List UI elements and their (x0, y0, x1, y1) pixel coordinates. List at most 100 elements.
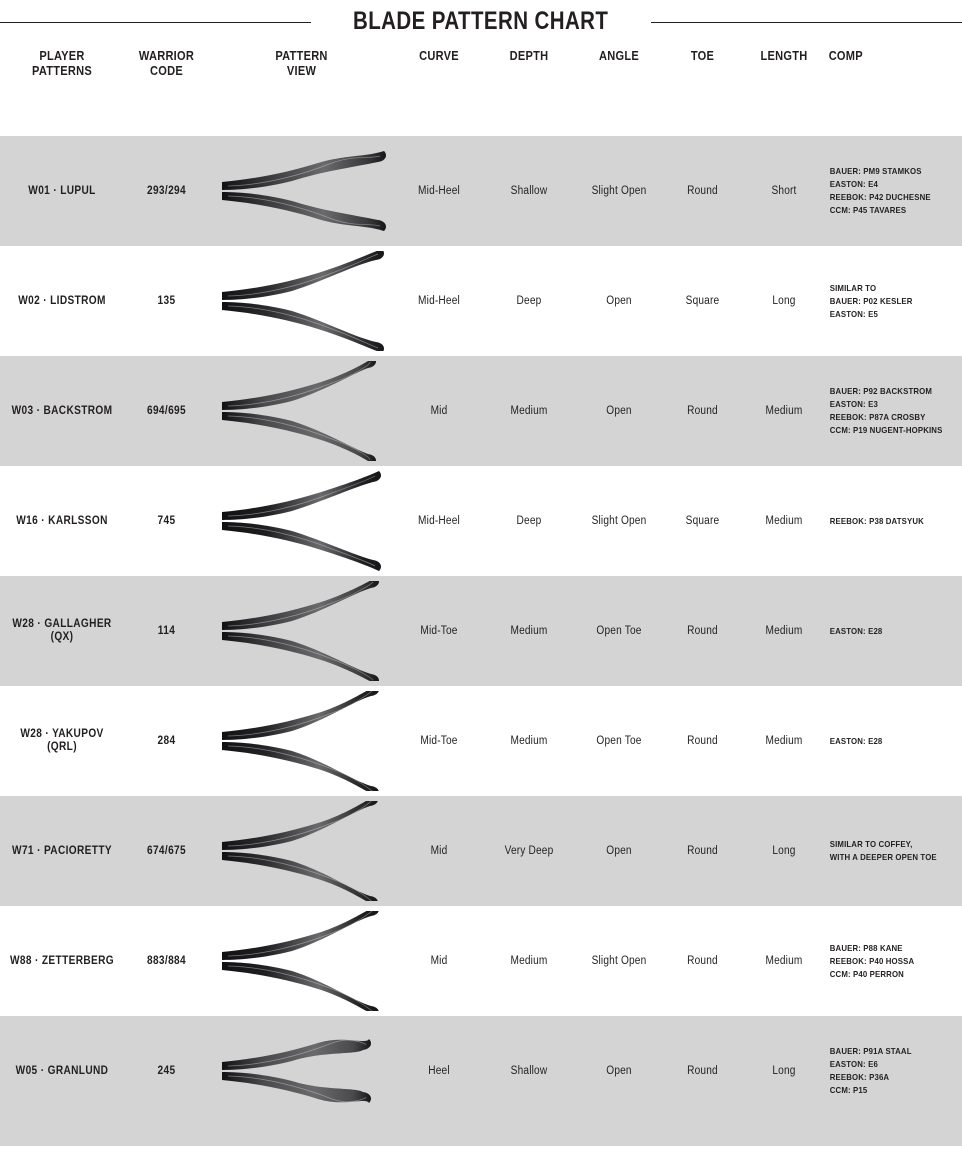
blade-upper-ridge (227, 691, 373, 737)
cell-warrior-code: 674/675 (146, 844, 187, 857)
blade-lower (222, 412, 376, 461)
comp-line: SIMILAR TO (829, 282, 877, 293)
cell-curve: Mid-Toe (420, 734, 458, 747)
table-row[interactable]: W02 · LIDSTROM 135 Mid-Heel Deep Open Square… (0, 246, 962, 356)
cell-player-pattern: W28 · YAKUPOV (QRL) (20, 728, 104, 753)
pattern-view-graphic (222, 471, 381, 571)
cell-curve: Mid (430, 404, 448, 417)
cell-length: Medium (765, 954, 803, 967)
cell-curve: Mid (430, 954, 448, 967)
blade-lower (222, 742, 379, 791)
blade-lower-ridge (227, 855, 372, 901)
blade-upper-ridge (227, 911, 373, 957)
pattern-view-graphic (222, 361, 376, 461)
cell-comp: SIMILAR TO BAUER: P02 KESLER EASTON: E5 (827, 282, 951, 321)
cell-angle: Open Toe (596, 624, 642, 637)
table-row[interactable]: W01 · LUPUL 293/294 Mid-Heel Shallow Slight… (0, 136, 962, 246)
table-row[interactable]: W28 · GALLAGHER (QX) 114 Mid-Toe Medium Ope… (0, 576, 962, 686)
cell-comp: SIMILAR TO COFFEY, WITH A DEEPER OPEN TOE (827, 838, 951, 864)
cell-toe: Round (687, 404, 718, 417)
cell-toe: Round (687, 734, 718, 747)
column-header-length: LENGTH (760, 48, 808, 63)
cell-warrior-code: 293/294 (146, 184, 187, 197)
blade-upper (222, 911, 379, 960)
blade-upper (222, 251, 384, 300)
blade-upper (222, 361, 376, 410)
cell-comp: BAUER: P91A STAAL EASTON: E6 REEBOK: P36A C… (827, 1045, 951, 1097)
cell-depth: Deep (516, 294, 542, 307)
blade-upper (222, 691, 379, 740)
comp-line: SIMILAR TO COFFEY, (829, 839, 913, 849)
cell-pattern-view (209, 356, 394, 466)
cell-angle: Slight Open (591, 514, 647, 527)
cell-length: Medium (765, 404, 803, 417)
table-row[interactable]: W16 · KARLSSON 745 Mid-Heel Deep Slight Ope… (0, 466, 962, 576)
cell-length: Long (772, 294, 796, 307)
blade-upper (222, 471, 381, 520)
table-body: W01 · LUPUL 293/294 Mid-Heel Shallow Slight… (0, 136, 962, 1146)
cell-length: Short (771, 184, 797, 197)
comp-line: BAUER: P02 KESLER (829, 295, 913, 306)
comp-line: BAUER: P92 BACKSTROM (829, 386, 933, 396)
title-rule-left (0, 21, 312, 23)
pattern-view-graphic (222, 911, 379, 1011)
table-row[interactable]: W05 · GRANLUND 245 Heel Shallow Open Round Lo… (0, 1016, 962, 1126)
column-header-curve: CURVE (419, 48, 459, 63)
title-rule-right (650, 21, 962, 23)
table-row[interactable]: W03 · BACKSTROM 694/695 Mid Medium Open Roun… (0, 356, 962, 466)
column-header-angle: ANGLE (599, 48, 639, 63)
blade-upper (222, 1039, 371, 1070)
blade-lower (222, 302, 384, 351)
comp-line: EASTON: E28 (829, 625, 883, 636)
cell-pattern-view (209, 1016, 394, 1126)
blade-upper (222, 581, 379, 630)
table-row[interactable]: W71 · PACIORETTY 674/675 Mid Very Deep Open… (0, 796, 962, 906)
blade-lower-ridge (227, 745, 373, 791)
cell-depth: Medium (510, 734, 548, 747)
cell-comp: EASTON: E28 (827, 625, 951, 638)
comp-line: EASTON: E3 (829, 399, 878, 409)
cell-pattern-view (209, 576, 394, 686)
cell-player-pattern: W16 · KARLSSON (16, 514, 108, 527)
comp-line: EASTON: E5 (829, 308, 878, 319)
comp-line: BAUER: P88 KANE (829, 942, 903, 953)
column-header-comp: COMP (828, 48, 863, 63)
blade-lower (222, 522, 381, 571)
cell-depth: Shallow (510, 1064, 548, 1077)
pattern-view-graphic (222, 801, 378, 901)
pattern-view-graphic (222, 251, 384, 351)
cell-depth: Deep (516, 514, 542, 527)
blade-upper (222, 151, 386, 190)
table-row[interactable]: W88 · ZETTERBERG 883/884 Mid Medium Slight … (0, 906, 962, 1016)
cell-player-pattern: W88 · ZETTERBERG (9, 954, 115, 967)
comp-line: CCM: P45 TAVARES (829, 205, 907, 215)
table-header-row: PLAYER PATTERNS WARRIOR CODE PATTERN VIE… (0, 36, 962, 136)
cell-curve: Mid-Heel (418, 184, 460, 197)
cell-player-pattern: W71 · PACIORETTY (12, 844, 112, 857)
column-header-depth: DEPTH (509, 48, 549, 63)
cell-curve: Mid-Heel (418, 294, 460, 307)
comp-line: WITH A DEEPER OPEN TOE (829, 852, 937, 862)
comp-line: CCM: P19 NUGENT-HOPKINS (829, 425, 943, 435)
blade-lower (222, 1072, 371, 1103)
cell-toe: Square (685, 514, 720, 527)
comp-line: EASTON: E6 (829, 1059, 878, 1069)
blade-lower (222, 852, 378, 901)
cell-angle: Slight Open (591, 184, 647, 197)
pattern-view-graphic (222, 1039, 371, 1103)
table-row[interactable]: W28 · YAKUPOV (QRL) 284 Mid-Toe Medium Open… (0, 686, 962, 796)
cell-length: Medium (765, 514, 803, 527)
blade-upper (222, 801, 378, 850)
cell-depth: Medium (510, 404, 548, 417)
pattern-view-graphic (222, 581, 379, 681)
cell-player-pattern: W01 · LUPUL (28, 184, 96, 197)
cell-toe: Round (687, 1064, 718, 1077)
cell-length: Medium (765, 734, 803, 747)
cell-toe: Square (685, 294, 720, 307)
cell-comp: BAUER: P92 BACKSTROM EASTON: E3 REEBOK: P8… (827, 385, 951, 437)
cell-toe: Round (687, 624, 718, 637)
page-title: BLADE PATTERN CHART (353, 6, 609, 35)
column-header-pattern-view: PATTERN VIEW (275, 48, 328, 78)
comp-line: EASTON: E28 (829, 735, 883, 746)
comp-line: REEBOK: P40 HOSSA (829, 955, 915, 966)
